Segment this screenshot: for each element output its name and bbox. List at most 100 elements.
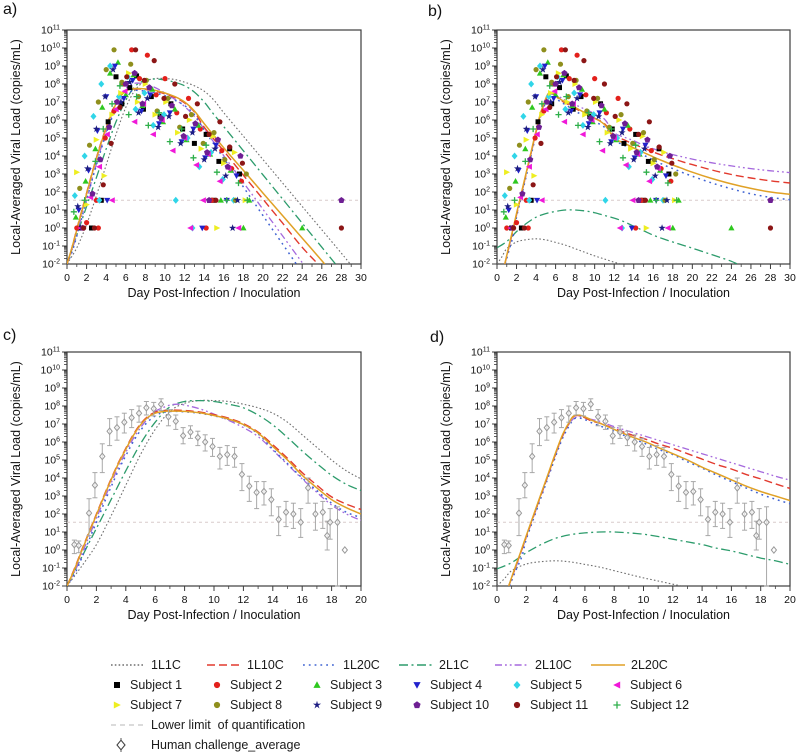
svg-text:4: 4 (553, 594, 559, 606)
svg-text:28: 28 (336, 272, 348, 284)
legend-subject-label: Subject 9 (330, 697, 383, 712)
legend-curve-label: 1L20C (343, 657, 380, 672)
legend-curve-1L1C[interactable]: 1L1C (110, 656, 206, 673)
svg-text:14: 14 (198, 272, 210, 284)
panel-a: 10-2 10-1 100 101 102 103 104 105 106 107 108 109 10… (0, 0, 398, 313)
svg-text:1011: 1011 (471, 25, 490, 37)
legend-line-2L10C-icon (495, 663, 529, 666)
svg-text:102: 102 (44, 509, 60, 521)
legend-subject-label: Subject 3 (330, 677, 383, 692)
svg-text:104: 104 (44, 151, 60, 163)
curve-1L20C (508, 417, 790, 586)
legend-subject-12[interactable]: Subject 12 (610, 696, 710, 713)
subject-7-marker-icon (113, 701, 121, 708)
svg-text:109: 109 (44, 383, 60, 395)
curve-2L1C (497, 531, 790, 570)
svg-text:1010: 1010 (471, 365, 491, 377)
svg-text:10-1: 10-1 (472, 563, 490, 575)
curve-2L20C (67, 87, 326, 264)
legend-subject-8[interactable]: Subject 8 (210, 696, 310, 713)
svg-text:105: 105 (44, 455, 60, 467)
legend-subject-2[interactable]: Subject 2 (210, 676, 310, 693)
svg-text:10: 10 (208, 594, 220, 606)
curve-2L20C (507, 414, 790, 586)
svg-text:8: 8 (611, 594, 617, 606)
svg-text:10-1: 10-1 (42, 241, 60, 253)
curve-1L1C (67, 77, 351, 264)
y-axis-label: Local-Averaged Viral Load (copies/mL) (439, 361, 453, 577)
legend-subject-3[interactable]: Subject 3 (310, 676, 410, 693)
legend-subject-label: Subject 5 (530, 677, 583, 692)
svg-text:14: 14 (628, 272, 640, 284)
curve-1L1C (497, 238, 622, 264)
svg-text:4: 4 (123, 594, 129, 606)
svg-text:28: 28 (765, 272, 777, 284)
legend-subject-6[interactable]: Subject 6 (610, 676, 710, 693)
svg-text:14: 14 (267, 594, 279, 606)
svg-text:1011: 1011 (471, 347, 490, 359)
svg-text:16: 16 (218, 272, 230, 284)
svg-text:109: 109 (474, 383, 490, 395)
svg-text:106: 106 (474, 437, 490, 449)
svg-text:102: 102 (44, 187, 60, 199)
svg-text:100: 100 (44, 223, 60, 235)
legend-line-2L20C-icon (591, 663, 625, 666)
svg-text:105: 105 (474, 133, 490, 145)
svg-text:105: 105 (474, 455, 490, 467)
svg-text:6: 6 (553, 272, 559, 284)
legend-human-average-label: Human challenge_average (151, 737, 301, 752)
svg-text:107: 107 (474, 97, 490, 109)
svg-text:103: 103 (474, 169, 490, 181)
svg-text:8: 8 (182, 594, 188, 606)
svg-text:30: 30 (355, 272, 367, 284)
legend-subject-7[interactable]: Subject 7 (110, 696, 210, 713)
svg-text:0: 0 (494, 594, 500, 606)
svg-text:102: 102 (474, 187, 490, 199)
scatter-b (500, 47, 774, 232)
svg-text:1010: 1010 (41, 43, 61, 55)
curve-2L1C (67, 399, 361, 586)
svg-text:10-2: 10-2 (42, 581, 60, 593)
svg-text:103: 103 (44, 491, 60, 503)
svg-text:108: 108 (474, 79, 490, 91)
legend-subject-label: Subject 8 (230, 697, 283, 712)
legend-subject-9[interactable]: Subject 9 (310, 696, 410, 713)
svg-text:1011: 1011 (41, 347, 60, 359)
svg-text:16: 16 (647, 272, 659, 284)
legend-subject-label: Subject 1 (130, 677, 183, 692)
legend-curve-2L20C[interactable]: 2L20C (590, 656, 686, 673)
axes-b: 10-210-110010110210310410510610710810910… (439, 25, 796, 301)
curve-2L20C (67, 410, 361, 586)
panel-d: 10-2 10-1 100 101 102 103 104 105 106 107 108 109 10… (398, 310, 796, 645)
legend-subject-4[interactable]: Subject 4 (410, 676, 510, 693)
curves-d (497, 414, 790, 586)
svg-text:10-2: 10-2 (472, 259, 490, 271)
svg-text:18: 18 (667, 272, 679, 284)
legend-curve-2L10C[interactable]: 2L10C (494, 656, 590, 673)
svg-text:26: 26 (745, 272, 757, 284)
svg-text:104: 104 (474, 473, 490, 485)
subject-1-marker-icon (114, 681, 120, 688)
svg-text:16: 16 (296, 594, 308, 606)
svg-text:100: 100 (44, 545, 60, 557)
svg-text:14: 14 (696, 594, 708, 606)
legend-curve-label: 1L1C (151, 657, 181, 672)
legend-subject-1[interactable]: Subject 1 (110, 676, 210, 693)
svg-text:109: 109 (44, 61, 60, 73)
legend-curve-1L20C[interactable]: 1L20C (302, 656, 398, 673)
legend-subject-5[interactable]: Subject 5 (510, 676, 610, 693)
svg-text:108: 108 (474, 401, 490, 413)
legend-curve-2L1C[interactable]: 2L1C (398, 656, 494, 673)
svg-text:4: 4 (103, 272, 109, 284)
panel-b: 10-2 10-1 100 101 102 103 104 105 106 107 108 109 10… (398, 0, 796, 313)
x-axis-label: Day Post-Infection / Inoculation (557, 608, 730, 622)
legend-subject-11[interactable]: Subject 11 (510, 696, 610, 713)
svg-text:104: 104 (44, 473, 60, 485)
legend-curve-1L10C[interactable]: 1L10C (206, 656, 302, 673)
legend-human-average[interactable]: Human challenge_average (110, 736, 300, 753)
svg-text:16: 16 (726, 594, 738, 606)
curve-1L1C (67, 399, 361, 586)
legend-subject-10[interactable]: Subject 10 (410, 696, 510, 713)
legend-curve-label: 1L10C (247, 657, 284, 672)
legend-loq[interactable]: Lower limit of quantification (110, 716, 305, 733)
